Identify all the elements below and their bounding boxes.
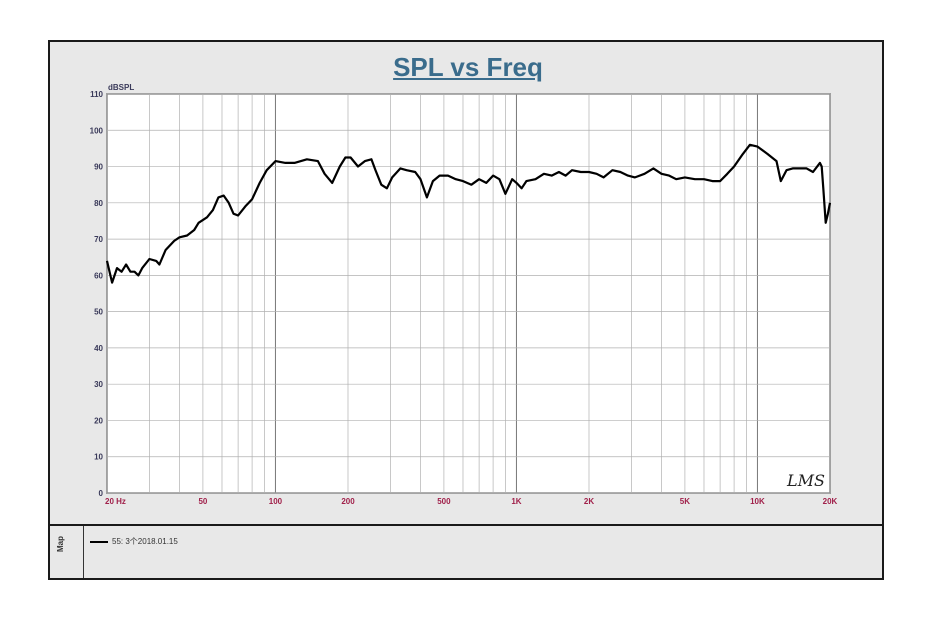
y-axis-label: dBSPL <box>108 83 134 92</box>
legend-swatch <box>90 540 108 543</box>
chart-svg: 0 10 20 30 40 50 60 70 80 90 100 110 20 Hz 50 100 200 5… <box>90 83 838 506</box>
x-tick-label: 2K <box>584 497 594 506</box>
plot-area <box>106 93 831 494</box>
y-tick-label: 10 <box>94 453 103 462</box>
x-tick-label: 100 <box>269 497 283 506</box>
x-tick-label: 50 <box>198 497 207 506</box>
x-tick-label: 5K <box>680 497 690 506</box>
x-tick-label: 20 Hz <box>105 497 126 506</box>
legend-side-label: Map <box>56 536 65 552</box>
x-tick-label: 10K <box>750 497 765 506</box>
y-tick-label: 60 <box>94 271 103 280</box>
y-tick-label: 40 <box>94 344 103 353</box>
y-tick-label: 80 <box>94 199 103 208</box>
legend-side-panel: Map <box>50 526 84 578</box>
lms-logo: LMS <box>786 471 825 490</box>
series-line-0 <box>105 143 832 284</box>
y-tick-label: 90 <box>94 163 103 172</box>
y-tick-label: 110 <box>90 90 103 99</box>
y-tick-label: 20 <box>94 416 103 425</box>
chart-title: SPL vs Freq <box>393 52 543 82</box>
y-tick-labels: 0 10 20 30 40 50 60 70 80 90 100 110 <box>90 90 104 498</box>
legend-divider <box>50 524 882 526</box>
x-tick-labels: 20 Hz 50 100 200 500 1K 2K 5K 10K 20K <box>105 497 838 506</box>
y-tick-label: 0 <box>99 489 104 498</box>
y-tick-label: 100 <box>90 126 104 135</box>
x-tick-label: 500 <box>437 497 451 506</box>
legend-entry-label: 55: 3个2018.01.15 <box>112 537 178 546</box>
legend-entry: 55: 3个2018.01.15 <box>90 536 178 547</box>
y-tick-label: 30 <box>94 380 103 389</box>
y-tick-label: 70 <box>94 235 103 244</box>
legend: Map 55: 3个2018.01.15 <box>50 526 882 578</box>
chart-frame: SPL vs Freq 0 10 20 30 40 50 60 70 80 90 100 110 20… <box>48 40 884 580</box>
x-tick-label: 20K <box>823 497 838 506</box>
x-tick-label: 1K <box>511 497 521 506</box>
y-tick-label: 50 <box>94 308 103 317</box>
x-tick-label: 200 <box>341 497 355 506</box>
